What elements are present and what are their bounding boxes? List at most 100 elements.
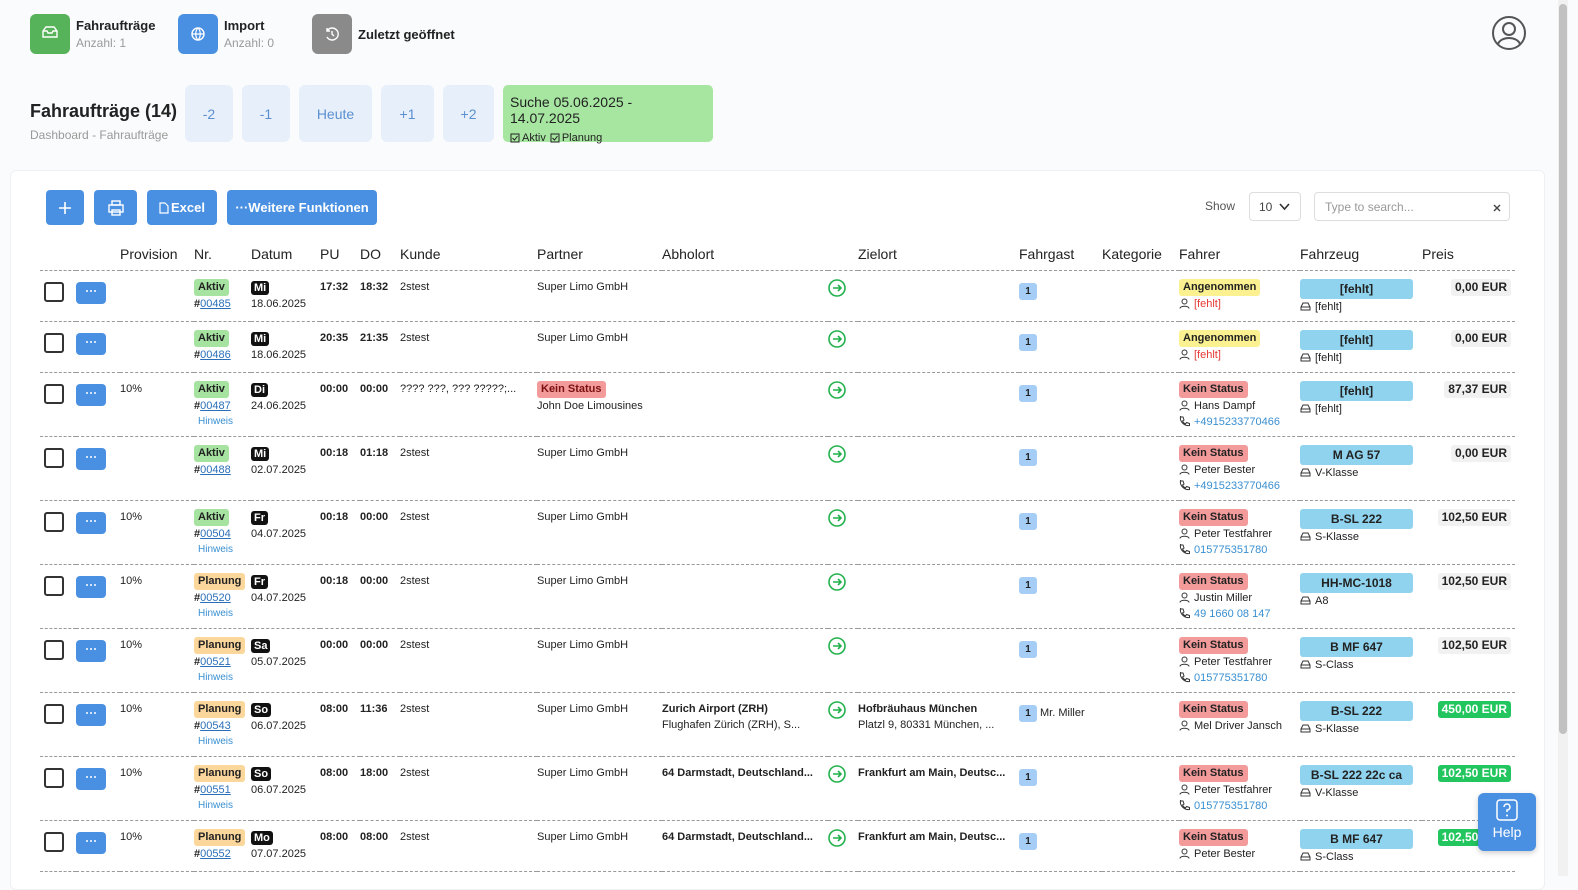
vehicle-type-line: [fehlt] [1300,299,1422,315]
driver-line: Peter Bester [1179,462,1300,478]
table-cell [828,372,858,437]
table-cell: Super Limo GmbH [537,692,662,757]
phone[interactable]: +4915233770466 [1194,415,1280,428]
hinweis-link[interactable]: Hinweis [198,735,234,747]
phone[interactable]: 015775351780 [1194,543,1268,556]
day-button[interactable]: Heute [299,85,372,142]
order-number[interactable]: 00551 [200,783,231,796]
row-menu-button[interactable] [76,767,106,790]
day-button[interactable]: +1 [381,85,434,142]
table-cell [858,500,1019,565]
page-title: Fahraufträge (14) [30,101,178,121]
row-checkbox[interactable] [44,281,64,302]
phone[interactable]: 015775351780 [1194,799,1268,812]
vehicle-type-line: S-Klasse [1300,529,1422,545]
order-number[interactable]: 00504 [200,527,231,540]
row-checkbox[interactable] [44,447,64,468]
table-cell: 1 Mr. Miller [1019,692,1102,757]
row-menu-button[interactable] [76,511,106,534]
table-row[interactable]: Aktiv #00488 Mi 02.07.2025 00:18 01:18 2stest S… [40,436,1515,501]
nav-item[interactable]: Import Anzahl: 0 [178,14,274,54]
partner: Super Limo GmbH [537,702,629,715]
row-checkbox[interactable] [44,767,64,788]
profile-icon[interactable] [1491,15,1527,51]
order-number[interactable]: 00488 [200,463,231,476]
help-button[interactable]: Help [1478,793,1536,851]
row-menu-button[interactable] [76,332,106,355]
column-header [828,246,858,271]
page-size-select[interactable]: 10 [1249,192,1301,221]
table-row[interactable]: 10% Planung #00543 Hinweis So 06.07.2025 08:00… [40,692,1515,757]
order-number[interactable]: 00485 [200,297,231,310]
table-row[interactable]: 10% Aktiv #00487 Hinweis Di 24.06.2025 00:00 00… [40,372,1515,437]
row-menu-button[interactable] [76,447,106,470]
hinweis-link[interactable]: Hinweis [198,799,234,811]
row-checkbox[interactable] [44,511,64,532]
more-button[interactable]: ···Weitere Funktionen [227,190,377,225]
table-cell [1102,321,1179,373]
table-cell [662,270,828,322]
phone[interactable]: 015775351780 [1194,671,1268,684]
row-checkbox[interactable] [44,703,64,724]
hinweis-link[interactable]: Hinweis [198,607,234,619]
search-input[interactable]: Type to search... [1314,192,1510,221]
nav-item[interactable]: Zuletzt geöffnet [312,14,455,54]
driver-status: Kein Status [1179,636,1248,654]
table-row[interactable]: 10% Planung #00520 Hinweis Fr 04.07.2025 00:18… [40,564,1515,629]
hinweis-link[interactable]: Hinweis [198,671,234,683]
table-row[interactable]: 10% Planung #00552 Mo 07.07.2025 08:00 08:00 2s… [40,820,1515,872]
status-badge: Aktiv [194,329,229,347]
row-menu-button[interactable] [76,639,106,662]
table-cell: 10% [120,500,194,565]
nav-title: Zuletzt geöffnet [358,26,455,42]
order-number[interactable]: 00487 [200,399,231,412]
day-button[interactable]: -1 [242,85,290,142]
order-number[interactable]: 00486 [200,348,231,361]
hinweis-link[interactable]: Hinweis [198,415,234,427]
breadcrumb-item[interactable]: Fahraufträge [99,128,169,142]
row-menu-button[interactable] [76,383,106,406]
row-checkbox[interactable] [44,332,64,353]
table-cell: 11:36 [360,692,400,757]
print-button[interactable] [94,190,137,225]
car-icon [1300,851,1315,863]
table-cell [76,436,120,501]
table-row[interactable]: Aktiv #00486 Mi 18.06.2025 20:35 21:35 2stest S… [40,321,1515,373]
row-checkbox[interactable] [44,383,64,404]
order-number[interactable]: 00520 [200,591,231,604]
search-range[interactable]: Suche 05.06.2025 - 14.07.2025 Aktiv Planu… [503,85,713,144]
excel-button[interactable]: Excel [147,190,217,225]
row-menu-button[interactable] [76,703,106,726]
table-cell: Planung #00552 [194,820,251,872]
order-number[interactable]: 00521 [200,655,231,668]
order-number[interactable]: 00552 [200,847,231,860]
breadcrumb-item[interactable]: Dashboard [30,128,89,142]
row-checkbox[interactable] [44,831,64,852]
column-header [40,246,76,271]
phone[interactable]: 49 1660 08 147 [1194,607,1271,620]
table-cell [828,436,858,501]
vehicle-type: V-Klasse [1315,786,1359,799]
hinweis-link[interactable]: Hinweis [198,543,234,555]
customer: 2stest [400,331,430,344]
table-cell: 87,37 EUR [1422,372,1515,437]
table-row[interactable]: 10% Planung #00521 Hinweis Sa 05.07.2025 00:00… [40,628,1515,693]
table-row[interactable]: 10% Planung #00551 Hinweis So 06.07.2025 08:00… [40,756,1515,821]
date: 04.07.2025 [251,591,307,604]
row-menu-button[interactable] [76,575,106,598]
order-number-line: #00552 [194,847,231,860]
row-checkbox[interactable] [44,639,64,660]
nav-item[interactable]: Fahraufträge Anzahl: 1 [30,14,155,54]
row-menu-button[interactable] [76,281,106,304]
day-button[interactable]: -2 [185,85,233,142]
table-row[interactable]: 10% Aktiv #00504 Hinweis Fr 04.07.2025 00:18 00… [40,500,1515,565]
add-button[interactable] [46,190,84,225]
table-row[interactable]: Aktiv #00485 Mi 18.06.2025 17:32 18:32 2stest S… [40,270,1515,322]
phone[interactable]: +4915233770466 [1194,479,1280,492]
table-cell [76,500,120,565]
row-checkbox[interactable] [44,575,64,596]
order-number[interactable]: 00543 [200,719,231,732]
day-button[interactable]: +2 [443,85,494,142]
table-cell: 0,00 EUR [1422,270,1515,322]
row-menu-button[interactable] [76,831,106,854]
